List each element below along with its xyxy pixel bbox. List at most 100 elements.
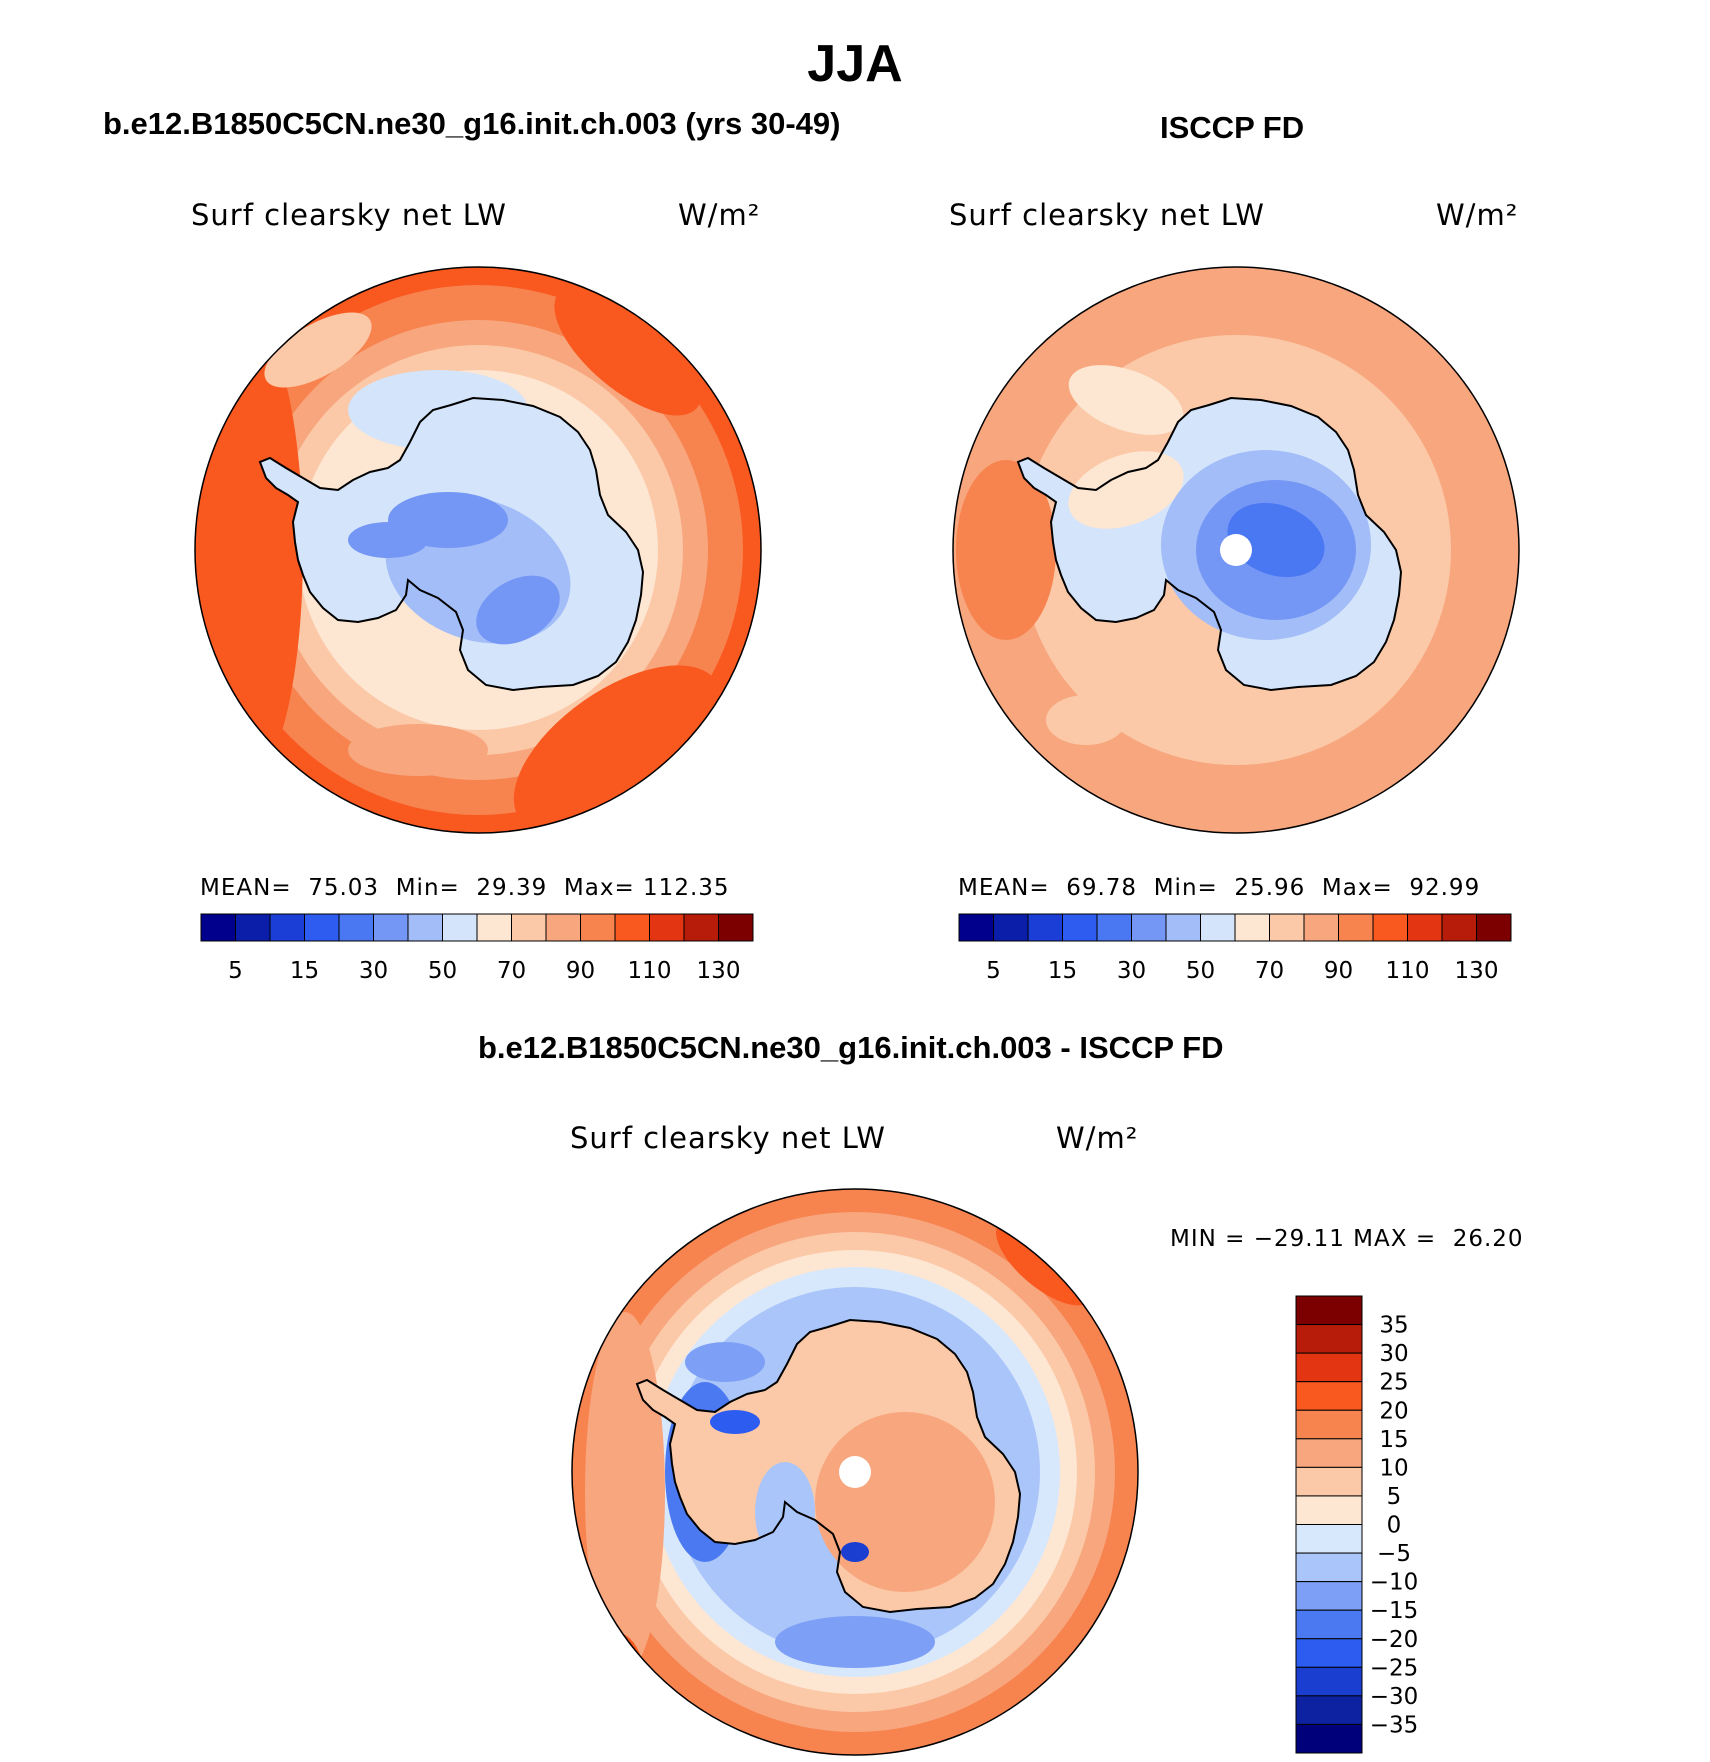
colorbar-swatch <box>1295 1324 1363 1354</box>
mean-label: MEAN= <box>958 875 1050 901</box>
colorbar-tick-label: 35 <box>1379 1313 1408 1339</box>
colorbar-swatch <box>1295 1495 1363 1525</box>
colorbar-tick-label: 5 <box>228 958 243 984</box>
diff-field-patch <box>585 1312 665 1672</box>
colorbar-tick-label: 90 <box>566 958 595 984</box>
colorbar-swatch <box>200 913 236 942</box>
mean-value: 69.78 <box>1066 875 1138 901</box>
colorbar-swatch <box>1295 1581 1363 1611</box>
panel-model-heading: b.e12.B1850C5CN.ne30_g16.init.ch.003 (yr… <box>103 106 841 141</box>
diff-field-patch <box>585 1632 645 1732</box>
colorbar-tick-label: 5 <box>1387 1484 1402 1510</box>
panel-obs-variable: Surf clearsky net LW <box>949 198 1265 232</box>
panel-diff-stats: MIN = −29.11 MAX = 26.20 <box>1170 1226 1524 1252</box>
colorbar-swatch <box>958 913 994 942</box>
obs-map-border <box>952 266 1520 834</box>
colorbar-swatch <box>1295 1466 1363 1497</box>
max-label: Max= <box>563 875 635 901</box>
diff-continent-patch <box>841 1542 869 1562</box>
panel-model-units: W/m² <box>678 198 761 232</box>
colorbar-swatch <box>1096 913 1132 942</box>
colorbar-swatch <box>1295 1352 1363 1383</box>
min-label: Min= <box>395 875 460 901</box>
max-value: 92.99 <box>1409 875 1481 901</box>
colorbar-swatch <box>269 913 305 942</box>
max-value: 26.20 <box>1452 1226 1524 1252</box>
colorbar-swatch <box>1295 1552 1363 1583</box>
figure-title: JJA <box>807 35 903 93</box>
colorbar-tick-label: 70 <box>497 958 526 984</box>
panel-model-stats: MEAN= 75.03 Min= 29.39 Max= 112.35 <box>200 875 730 901</box>
model-continent-patch <box>348 522 428 558</box>
colorbar-tick-label: −20 <box>1370 1627 1419 1653</box>
diff-pole-hole <box>839 1456 871 1488</box>
colorbar-swatch <box>1372 913 1408 942</box>
model-field-patch <box>264 312 372 388</box>
colorbar-swatch <box>373 913 409 942</box>
colorbar-swatch <box>1303 913 1339 942</box>
colorbar-tick-label: 30 <box>1379 1341 1408 1367</box>
min-value: −29.11 <box>1253 1226 1345 1252</box>
colorbar-tick-label: 0 <box>1387 1513 1402 1539</box>
colorbar-swatch <box>476 913 512 942</box>
obs-field-patch <box>1068 365 1184 435</box>
diff-continent-patch <box>710 1410 760 1434</box>
colorbar-swatch <box>614 913 650 942</box>
max-label: MAX = <box>1353 1226 1437 1252</box>
colorbar-tick-label: 50 <box>1186 958 1215 984</box>
colorbar-swatch <box>235 913 271 942</box>
min-label: Min= <box>1153 875 1218 901</box>
max-label: Max= <box>1321 875 1393 901</box>
model-map <box>194 266 762 834</box>
colorbar-swatch <box>1062 913 1098 942</box>
panel-obs-stats: MEAN= 69.78 Min= 25.96 Max= 92.99 <box>958 875 1480 901</box>
colorbar-swatch <box>304 913 340 942</box>
panel-model-variable: Surf clearsky net LW <box>191 198 507 232</box>
colorbar-swatch <box>580 913 616 942</box>
colorbar-swatch <box>1295 1666 1363 1697</box>
obs-colorbar: 5 15 30 50 70 90 110 130 <box>958 913 1512 984</box>
colorbar-swatch <box>1295 1409 1363 1440</box>
colorbar-swatch <box>1338 913 1374 942</box>
colorbar-tick-label: 130 <box>697 958 741 984</box>
colorbar-swatch <box>1165 913 1201 942</box>
obs-continent-patch <box>1227 502 1325 578</box>
colorbar-swatch <box>649 913 685 942</box>
colorbar-tick-label: 70 <box>1255 958 1284 984</box>
model-field-patch <box>348 724 488 776</box>
colorbar-swatch <box>993 913 1029 942</box>
colorbar-swatch <box>545 913 581 942</box>
colorbar-swatch <box>1295 1524 1363 1554</box>
colorbar-swatch <box>511 913 547 942</box>
colorbar-swatch <box>338 913 374 942</box>
colorbar-tick-label: −10 <box>1370 1570 1419 1596</box>
panel-obs-heading: ISCCP FD <box>1160 110 1305 145</box>
model-field-patch <box>554 284 702 416</box>
colorbar-tick-label: 20 <box>1379 1398 1408 1424</box>
diff-continent-patch <box>815 1412 995 1592</box>
colorbar-tick-label: 5 <box>986 958 1001 984</box>
colorbar-swatch <box>1295 1438 1363 1468</box>
colorbar-swatch <box>1476 913 1512 942</box>
panel-diff-variable: Surf clearsky net LW <box>570 1121 886 1155</box>
min-value: 25.96 <box>1234 875 1306 901</box>
colorbar-tick-label: 90 <box>1324 958 1353 984</box>
colorbar-swatch <box>1295 1381 1363 1411</box>
colorbar-tick-label: −25 <box>1370 1655 1419 1681</box>
colorbar-swatch <box>407 913 443 942</box>
colorbar-tick-label: 50 <box>428 958 457 984</box>
diff-field-patch <box>775 1616 935 1668</box>
model-field-patch <box>513 665 723 833</box>
panel-diff-heading: b.e12.B1850C5CN.ne30_g16.init.ch.003 - I… <box>478 1030 1224 1065</box>
min-label: MIN = <box>1170 1226 1246 1252</box>
colorbar-swatch <box>1200 913 1236 942</box>
obs-pole-hole <box>1220 534 1252 566</box>
model-continent-patch <box>476 575 560 645</box>
colorbar-tick-label: 15 <box>1048 958 1077 984</box>
colorbar-swatch <box>718 913 754 942</box>
diff-map-border <box>571 1188 1139 1756</box>
colorbar-tick-label: 110 <box>628 958 672 984</box>
diff-map <box>571 1188 1139 1756</box>
colorbar-tick-label: 15 <box>290 958 319 984</box>
